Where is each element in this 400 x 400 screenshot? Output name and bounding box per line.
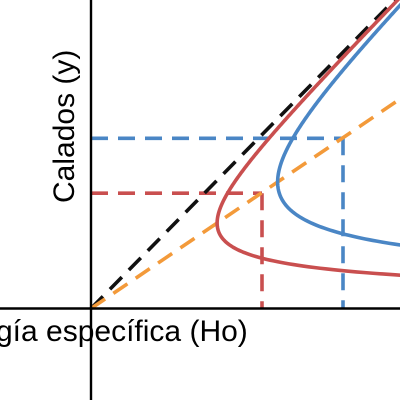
- reference-line-1: [89, 0, 397, 310]
- energy-curve-1: [215, 0, 400, 277]
- energy-curve-2: [275, 2, 400, 247]
- x-axis-label: gía específica (Ho): [0, 315, 248, 348]
- reference-line-2: [89, 97, 400, 310]
- curves-layer: [89, 0, 400, 310]
- y-axis-label: Calados (y): [48, 50, 81, 203]
